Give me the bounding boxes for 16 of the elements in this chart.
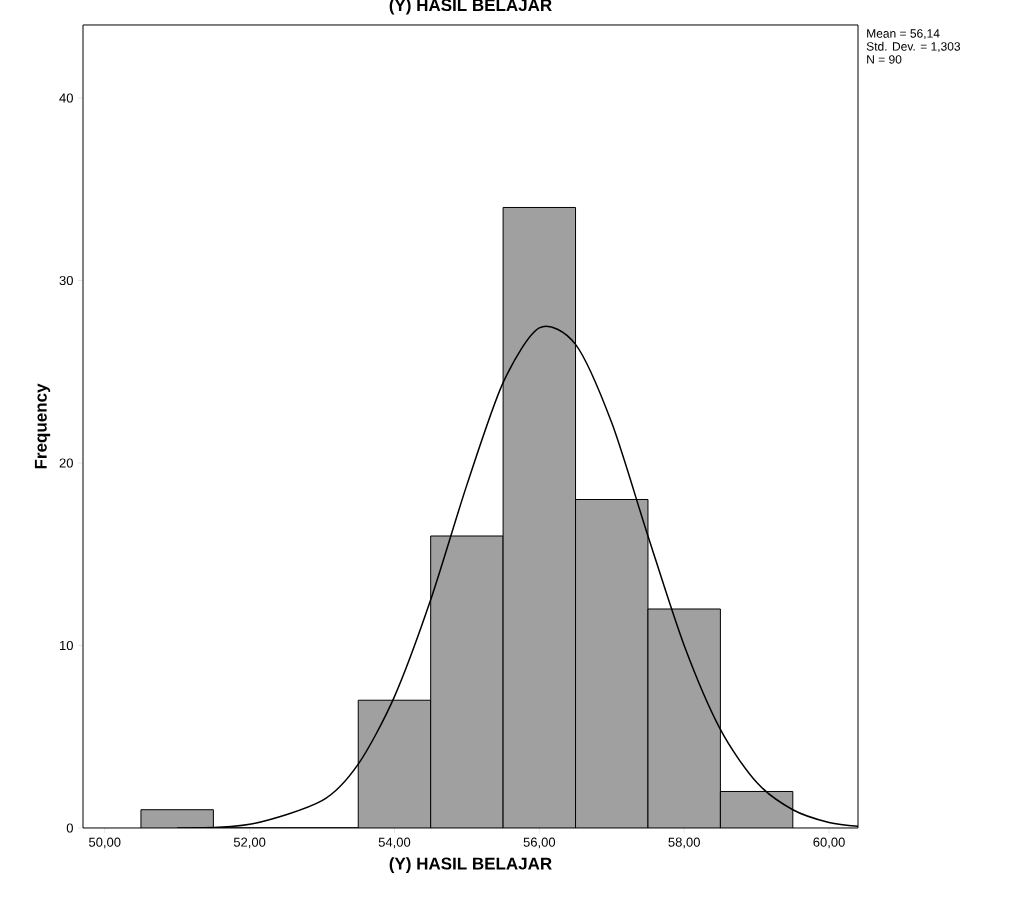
y-axis-title: Frequency <box>34 383 51 469</box>
y-tick-label: 20 <box>59 458 73 468</box>
x-tick-label: 56,00 <box>523 837 556 849</box>
x-tick-label: 54,00 <box>378 837 411 849</box>
x-tick-label: 52,00 <box>233 837 266 849</box>
x-tick-label: 50,00 <box>88 837 121 849</box>
text: N = 90 <box>867 55 902 64</box>
text: Std. Dev. = 1,303 <box>866 41 961 53</box>
text: Mean = 56,14 <box>867 29 940 40</box>
y-tick-label: 30 <box>59 275 73 286</box>
x-tick-label: 60,00 <box>813 837 845 849</box>
x-tick-label: 58,00 <box>668 837 700 849</box>
y-tick-label: 0 <box>66 823 73 833</box>
x-axis-title: (Y) HASIL BELAJAR <box>389 857 552 873</box>
y-tick-label: 40 <box>59 93 73 103</box>
y-tick-label: 10 <box>60 640 73 651</box>
